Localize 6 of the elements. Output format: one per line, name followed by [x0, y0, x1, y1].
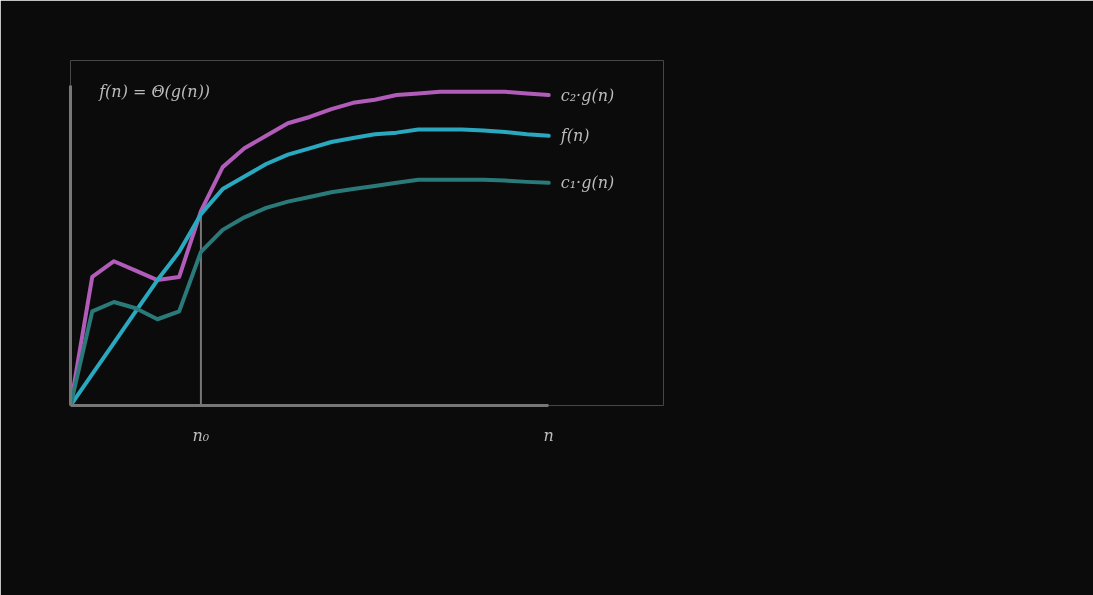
- x-tick-label: n₀: [192, 425, 210, 445]
- series-label: f(n): [559, 126, 590, 146]
- annotation: f(n) = Θ(g(n)): [98, 82, 211, 102]
- series-label: c₂·g(n): [560, 85, 615, 105]
- series-label: c₁·g(n): [560, 173, 615, 193]
- x-tick-label: n: [543, 425, 554, 445]
